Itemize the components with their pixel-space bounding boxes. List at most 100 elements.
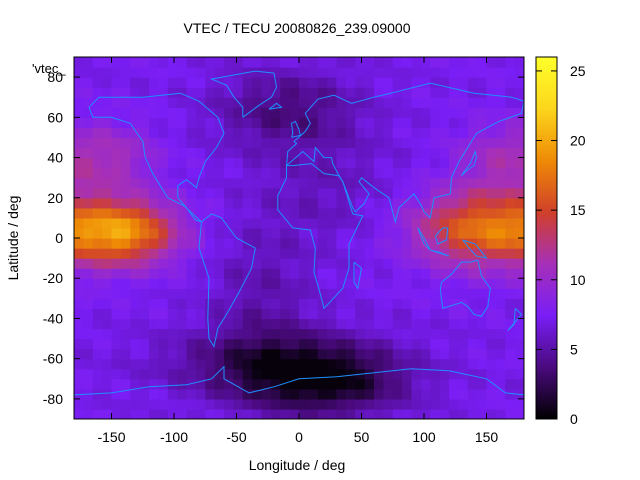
heatmap-cell xyxy=(186,177,197,189)
heatmap-cell xyxy=(402,338,413,350)
heatmap-cell xyxy=(92,77,103,88)
heatmap-cell xyxy=(167,157,178,169)
heatmap-cell xyxy=(430,147,441,159)
heatmap-cell xyxy=(92,147,103,159)
heatmap-cell xyxy=(477,288,488,299)
coastline xyxy=(286,82,524,224)
heatmap-cell xyxy=(205,398,216,410)
heatmap-cell xyxy=(355,248,366,259)
heatmap-cell xyxy=(214,207,225,219)
heatmap-cell xyxy=(289,378,300,390)
coastline xyxy=(209,70,278,118)
heatmap-cell xyxy=(186,258,197,269)
heatmap-cell xyxy=(224,268,234,279)
heatmap-cell xyxy=(111,358,122,370)
heatmap-cell xyxy=(195,217,206,229)
heatmap-cell xyxy=(214,197,225,209)
heatmap-cell xyxy=(374,268,384,279)
heatmap-cell xyxy=(327,107,338,118)
heatmap-cell xyxy=(374,127,384,139)
heatmap-cell xyxy=(430,348,441,360)
heatmap-cell xyxy=(477,398,488,410)
heatmap-cell xyxy=(467,107,478,118)
heatmap-cell xyxy=(392,398,403,410)
heatmap-cell xyxy=(102,328,113,340)
heatmap-cell xyxy=(467,187,478,199)
heatmap-cell xyxy=(402,177,413,189)
heatmap-cell xyxy=(270,408,281,419)
heatmap-cell xyxy=(205,207,216,219)
heatmap-cell xyxy=(270,348,281,360)
heatmap-cell xyxy=(224,308,234,320)
heatmap-cell xyxy=(102,167,113,179)
heatmap-cell xyxy=(224,147,234,159)
heatmap-cell xyxy=(177,328,188,340)
heatmap-cell xyxy=(439,328,450,340)
heatmap-cell xyxy=(505,238,516,249)
heatmap-cell xyxy=(252,348,263,360)
heatmap-cell xyxy=(420,177,431,189)
heatmap-cell xyxy=(308,107,319,118)
heatmap-cell xyxy=(392,308,403,320)
heatmap-cell xyxy=(261,167,272,179)
heatmap-cell xyxy=(308,298,319,309)
heatmap-cell xyxy=(299,67,309,78)
heatmap-cell xyxy=(224,207,234,219)
heatmap-cell xyxy=(486,268,497,279)
heatmap-cell xyxy=(83,288,94,299)
heatmap-cell xyxy=(139,67,150,78)
heatmap-cell xyxy=(289,67,300,78)
heatmap-cell xyxy=(345,167,356,179)
heatmap-cell xyxy=(402,318,413,330)
heatmap-cell xyxy=(477,328,488,340)
heatmap-cell xyxy=(280,238,291,249)
heatmap-cell xyxy=(467,248,478,259)
heatmap-cell xyxy=(167,117,178,128)
heatmap-cell xyxy=(289,298,300,309)
heatmap-cell xyxy=(92,298,103,309)
heatmap-cell xyxy=(224,57,234,68)
heatmap-cell xyxy=(205,87,216,98)
heatmap-cell xyxy=(392,298,403,309)
heatmap-cell xyxy=(158,207,169,219)
heatmap-cell xyxy=(402,378,413,390)
heatmap-cell xyxy=(420,298,431,309)
heatmap-cell xyxy=(458,177,469,189)
heatmap-cell xyxy=(83,87,94,98)
heatmap-cell xyxy=(308,177,319,189)
heatmap-cell xyxy=(308,258,319,269)
heatmap-cell xyxy=(242,147,253,159)
heatmap-cell xyxy=(195,308,206,320)
heatmap-cell xyxy=(205,127,216,139)
heatmap-cell xyxy=(505,157,516,169)
heatmap-cell xyxy=(467,278,478,289)
heatmap-cell xyxy=(411,57,422,68)
heatmap-cell xyxy=(514,288,524,299)
heatmap-cell xyxy=(430,137,441,149)
heatmap-cell xyxy=(317,278,328,289)
heatmap-cell xyxy=(242,137,253,149)
heatmap-cell xyxy=(477,378,488,390)
heatmap-cell xyxy=(158,358,169,370)
heatmap-cell xyxy=(336,187,347,199)
heatmap-cell xyxy=(83,398,94,410)
heatmap-cell xyxy=(195,368,206,380)
heatmap-cell xyxy=(233,147,244,159)
heatmap-cell xyxy=(186,278,197,289)
heatmap-cell xyxy=(120,167,131,179)
heatmap-cell xyxy=(195,288,206,299)
heatmap-cell xyxy=(270,177,281,189)
heatmap-cell xyxy=(92,288,103,299)
heatmap-cell xyxy=(299,97,309,108)
heatmap-cell xyxy=(280,378,291,390)
heatmap-cell xyxy=(195,57,206,68)
heatmap-cell xyxy=(486,328,497,340)
heatmap-cell xyxy=(327,298,338,309)
heatmap-cell xyxy=(336,137,347,149)
heatmap-cell xyxy=(242,388,253,400)
heatmap-cell xyxy=(402,348,413,360)
heatmap-cell xyxy=(505,67,516,78)
heatmap-cell xyxy=(402,187,413,199)
heatmap-cell xyxy=(130,318,141,330)
heatmap-cell xyxy=(327,358,338,370)
